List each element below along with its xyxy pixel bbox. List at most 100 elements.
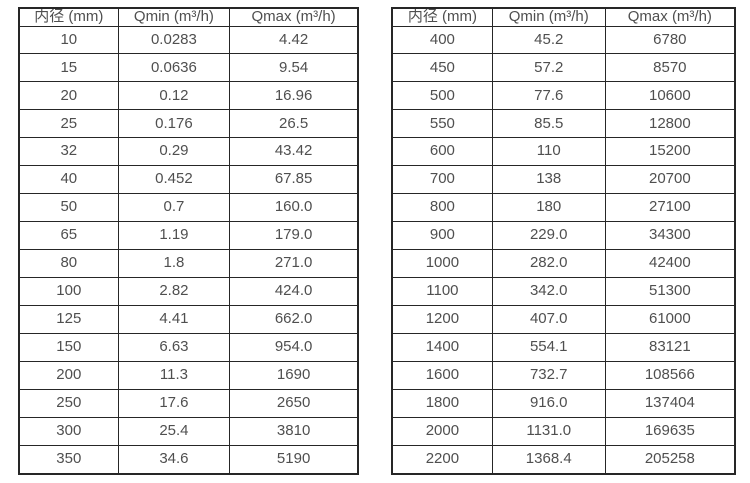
table-cell: 108566 <box>604 360 736 390</box>
table-cell: 180 <box>491 193 606 223</box>
table-row: 200 11.3 1690 <box>18 360 359 390</box>
table-cell: 1100 <box>391 276 493 306</box>
table-cell: 150 <box>18 332 119 362</box>
table-cell: 61000 <box>604 304 736 334</box>
table-row: 125 4.41 662.0 <box>18 304 359 334</box>
table-cell: 34300 <box>604 221 736 250</box>
table-cell: 57.2 <box>491 53 606 83</box>
table-cell: 700 <box>391 165 493 195</box>
table-cell: 1800 <box>391 388 493 418</box>
table-row: 80 1.8 271.0 <box>18 249 359 278</box>
table-cell: 27100 <box>604 193 736 223</box>
table-cell: 40 <box>18 165 119 195</box>
table-row: 15 0.0636 9.54 <box>18 53 359 83</box>
table-cell: 350 <box>18 444 119 475</box>
table-cell: 200 <box>18 360 119 390</box>
table-cell: 550 <box>391 109 493 139</box>
table-row: 150 6.63 954.0 <box>18 332 359 362</box>
table-cell: 43.42 <box>229 137 359 167</box>
table-cell: 3810 <box>229 416 359 446</box>
column-header: Qmax (m³/h) <box>604 7 736 27</box>
table-cell: 2000 <box>391 416 493 446</box>
table-row: 300 25.4 3810 <box>18 416 359 446</box>
table-cell: 20700 <box>604 165 736 195</box>
table-cell: 0.0283 <box>117 25 231 55</box>
table-row: 400 45.2 6780 <box>391 25 736 55</box>
table-cell: 1200 <box>391 304 493 334</box>
table-cell: 34.6 <box>117 444 231 475</box>
table-row: 1000 282.0 42400 <box>391 249 736 278</box>
table-row: 20 0.12 16.96 <box>18 81 359 111</box>
table-row: 800 180 27100 <box>391 193 736 223</box>
table-cell: 342.0 <box>491 276 606 306</box>
table-cell: 300 <box>18 416 119 446</box>
table-cell: 125 <box>18 304 119 334</box>
table-cell: 42400 <box>604 249 736 278</box>
table-cell: 10 <box>18 25 119 55</box>
table-row: 100 2.82 424.0 <box>18 276 359 306</box>
column-header: 内径 (mm) <box>18 7 119 27</box>
table-row: 40 0.452 67.85 <box>18 165 359 195</box>
table-cell: 11.3 <box>117 360 231 390</box>
table-cell: 900 <box>391 221 493 250</box>
table-row: 1600 732.7 108566 <box>391 360 736 390</box>
table-cell: 0.7 <box>117 193 231 223</box>
column-header: Qmax (m³/h) <box>229 7 359 27</box>
table-cell: 100 <box>18 276 119 306</box>
table-cell: 15 <box>18 53 119 83</box>
table-cell: 77.6 <box>491 81 606 111</box>
table-cell: 424.0 <box>229 276 359 306</box>
table-row: 500 77.6 10600 <box>391 81 736 111</box>
column-header: Qmin (m³/h) <box>117 7 231 27</box>
table-row: 350 34.6 5190 <box>18 444 359 475</box>
table-cell: 25.4 <box>117 416 231 446</box>
table-cell: 6780 <box>604 25 736 55</box>
table-cell: 1690 <box>229 360 359 390</box>
table-row: 10 0.0283 4.42 <box>18 25 359 55</box>
table-row: 1200 407.0 61000 <box>391 304 736 334</box>
column-header: Qmin (m³/h) <box>491 7 606 27</box>
table-row: 1100 342.0 51300 <box>391 276 736 306</box>
table-row: 600 110 15200 <box>391 137 736 167</box>
table-cell: 229.0 <box>491 221 606 250</box>
table-cell: 51300 <box>604 276 736 306</box>
table-cell: 2.82 <box>117 276 231 306</box>
table-cell: 0.29 <box>117 137 231 167</box>
table-cell: 5190 <box>229 444 359 475</box>
table-cell: 1131.0 <box>491 416 606 446</box>
table-cell: 137404 <box>604 388 736 418</box>
table-row: 25 0.176 26.5 <box>18 109 359 139</box>
table-cell: 15200 <box>604 137 736 167</box>
header-row: 内径 (mm) Qmin (m³/h) Qmax (m³/h) <box>391 7 736 27</box>
table-row: 32 0.29 43.42 <box>18 137 359 167</box>
table-cell: 1600 <box>391 360 493 390</box>
table-cell: 732.7 <box>491 360 606 390</box>
table-cell: 6.63 <box>117 332 231 362</box>
table-row: 700 138 20700 <box>391 165 736 195</box>
table-cell: 20 <box>18 81 119 111</box>
table-cell: 282.0 <box>491 249 606 278</box>
table-row: 250 17.6 2650 <box>18 388 359 418</box>
table-cell: 800 <box>391 193 493 223</box>
table-cell: 160.0 <box>229 193 359 223</box>
table-row: 2200 1368.4 205258 <box>391 444 736 475</box>
table-cell: 450 <box>391 53 493 83</box>
header-row: 内径 (mm) Qmin (m³/h) Qmax (m³/h) <box>18 7 359 27</box>
table-cell: 32 <box>18 137 119 167</box>
table-cell: 50 <box>18 193 119 223</box>
table-cell: 271.0 <box>229 249 359 278</box>
table-cell: 250 <box>18 388 119 418</box>
table-row: 450 57.2 8570 <box>391 53 736 83</box>
table-cell: 0.12 <box>117 81 231 111</box>
table-cell: 916.0 <box>491 388 606 418</box>
table-cell: 26.5 <box>229 109 359 139</box>
table-cell: 8570 <box>604 53 736 83</box>
column-header: 内径 (mm) <box>391 7 493 27</box>
table-cell: 80 <box>18 249 119 278</box>
table-cell: 85.5 <box>491 109 606 139</box>
table-cell: 67.85 <box>229 165 359 195</box>
table-cell: 4.41 <box>117 304 231 334</box>
table-cell: 1400 <box>391 332 493 362</box>
table-cell: 954.0 <box>229 332 359 362</box>
table-cell: 0.452 <box>117 165 231 195</box>
